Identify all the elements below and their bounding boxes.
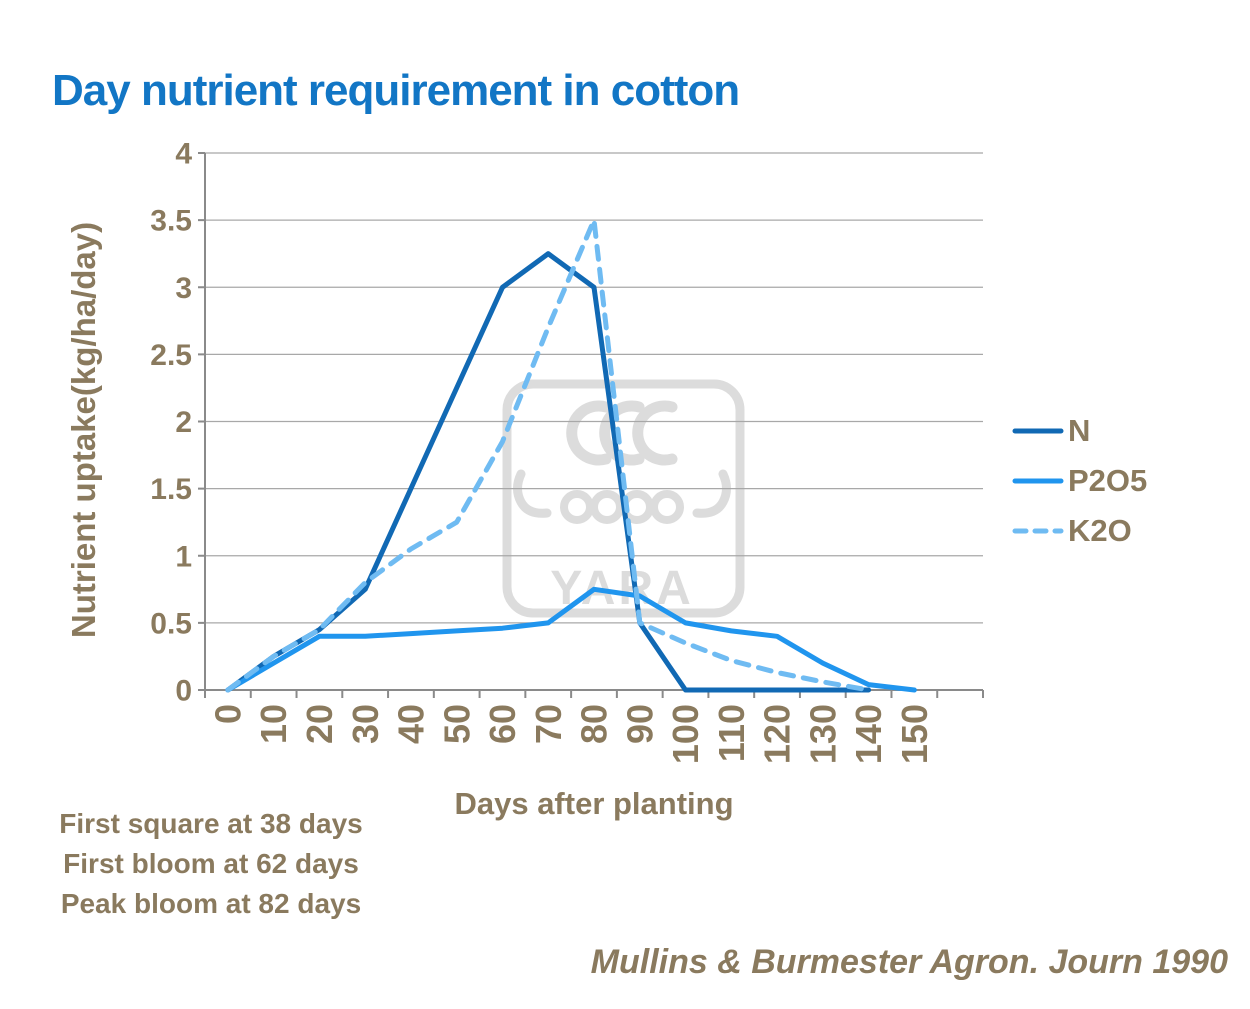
x-tick-label: 80	[574, 704, 615, 744]
y-tick-label: 4	[175, 138, 192, 171]
growth-stage-annotations: First square at 38 days First bloom at 62…	[22, 804, 400, 924]
watermark-shield	[650, 490, 684, 524]
x-tick-label: 110	[711, 704, 752, 762]
legend-item-N: N	[1012, 406, 1147, 456]
series-line-P2O5	[225, 586, 917, 693]
watermark-sail-crescent	[599, 400, 645, 466]
x-tick-label: 140	[848, 704, 889, 764]
watermark-frame	[502, 379, 745, 618]
legend-item-K2O: K2O	[1012, 506, 1147, 556]
legend-swatch-K2O	[1012, 528, 1064, 534]
y-tick-label: 3	[175, 272, 192, 305]
legend-swatch-P2O5	[1012, 478, 1064, 484]
watermark-prow	[513, 469, 552, 518]
x-tick-label: 150	[894, 704, 935, 764]
y-tick-label: 1	[175, 540, 192, 573]
watermark-sail-crescent	[632, 400, 678, 466]
watermark-sail-crescent	[566, 400, 612, 466]
y-tick-label: 3.5	[150, 205, 192, 238]
x-tick-label: 40	[391, 704, 432, 744]
series-line-K2O	[225, 217, 872, 693]
yara-watermark-logo: YARA	[502, 379, 745, 618]
series-line-N	[225, 251, 872, 693]
x-tick-label: 70	[528, 704, 569, 744]
y-tick-label: 0	[175, 675, 192, 708]
x-tick-label: 120	[757, 704, 798, 764]
chart-title: Day nutrient requirement in cotton	[52, 66, 740, 115]
tick-labels: 00.511.522.533.540 10 20 30 40 50 60 70 80 90 100 1…	[150, 138, 935, 765]
watermark-shield	[590, 490, 624, 524]
y-tick-label: 1.5	[150, 473, 192, 506]
x-tick-label: 50	[436, 704, 477, 744]
legend-label: P2O5	[1068, 463, 1148, 498]
x-tick-label: 30	[345, 704, 386, 744]
x-axis-title: Days after planting	[454, 786, 734, 821]
x-tick-label: 60	[482, 704, 523, 744]
x-tick-label: 0	[207, 704, 248, 724]
legend-label: N	[1068, 413, 1091, 448]
x-tick-label: 130	[802, 704, 843, 764]
legend-swatch-N	[1012, 428, 1064, 434]
x-tick-label: 10	[253, 704, 294, 744]
legend-item-P2O5: P2O5	[1012, 456, 1147, 506]
annotation-line: First square at 38 days	[59, 808, 363, 839]
y-tick-label: 2	[175, 406, 192, 439]
y-tick-label: 0.5	[150, 607, 192, 640]
x-tick-label: 90	[619, 704, 660, 744]
legend-label: K2O	[1068, 513, 1132, 548]
legend: N P2O5 K2O	[1012, 406, 1147, 556]
source-citation: Mullins & Burmester Agron. Journ 1990	[590, 943, 1228, 981]
watermark-stern	[692, 469, 731, 518]
x-tick-label: 100	[665, 704, 706, 764]
x-tick-label: 20	[299, 704, 340, 744]
annotation-line: First bloom at 62 days	[63, 848, 359, 879]
annotation-line: Peak bloom at 82 days	[60, 888, 362, 919]
y-tick-label: 2.5	[150, 339, 192, 372]
watermark-shield	[560, 490, 594, 524]
